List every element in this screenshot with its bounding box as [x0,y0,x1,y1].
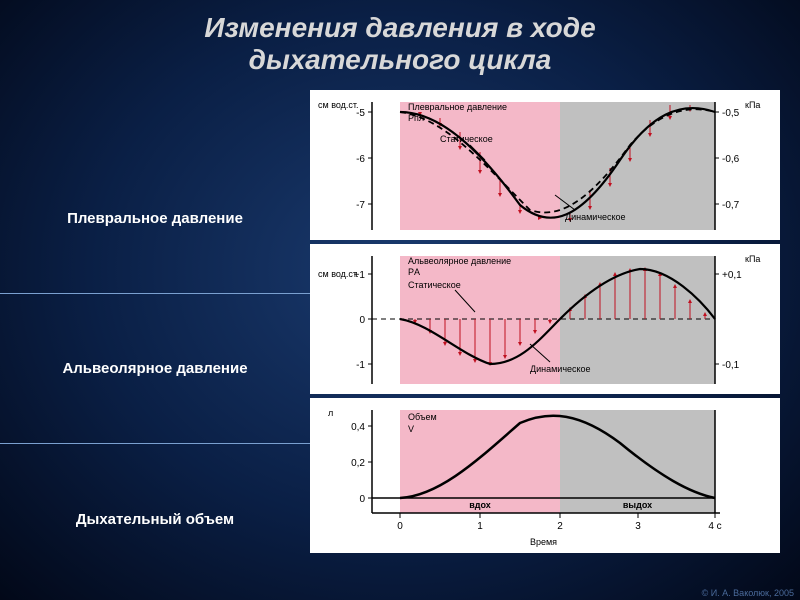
svg-text:-0,6: -0,6 [722,154,740,165]
svg-text:Статическое: Статическое [440,134,493,144]
svg-text:0,4: 0,4 [351,422,365,433]
svg-text:выдох: выдох [623,500,652,510]
svg-text:см вод.ст.: см вод.ст. [318,269,359,279]
chart-volume: 0,4 0,2 0 л 0 1 2 3 4 c Время Объем Vвдох выдох [310,398,780,553]
label-volume: Дыхательный объем [0,444,310,594]
chart-pleural: -5-6-7-0,5-0,6-0,7см вод.ст.кПаПлевральн… [310,90,780,240]
svg-text:0: 0 [397,521,403,532]
svg-text:см вод.ст.: см вод.ст. [318,100,359,110]
svg-text:2: 2 [557,521,563,532]
label-alveolar: Альвеолярное давление [0,294,310,444]
svg-text:-1: -1 [356,360,365,371]
svg-text:Время: Время [530,537,557,547]
title-line1: Изменения давления в ходе [204,12,595,43]
svg-text:3: 3 [635,521,641,532]
svg-text:Статическое: Статическое [408,280,461,290]
svg-text:1: 1 [477,521,483,532]
svg-text:-6: -6 [356,154,365,165]
svg-text:0,2: 0,2 [351,458,365,469]
svg-text:-0,1: -0,1 [722,360,740,371]
svg-text:-0,5: -0,5 [722,108,740,119]
row-labels: Плевральное давление Альвеолярное давлен… [0,84,310,594]
svg-text:PА: PА [408,267,420,277]
svg-text:0: 0 [359,315,365,326]
svg-text:V: V [408,424,414,434]
label-pleural: Плевральное давление [0,144,310,294]
svg-text:Объем: Объем [408,412,437,422]
title-line2: дыхательного цикла [249,44,552,75]
svg-text:кПа: кПа [745,254,760,264]
svg-text:Динамическое: Динамическое [530,364,591,374]
svg-text:0: 0 [359,494,365,505]
svg-text:кПа: кПа [745,100,760,110]
credit: © И. А. Ваколюк, 2005 [702,588,794,598]
chart-alveolar: +10-1+0,1-0,1см вод.ст.кПаАльвеолярное д… [310,244,780,394]
svg-text:+0,1: +0,1 [722,270,742,281]
svg-text:-7: -7 [356,200,365,211]
svg-text:Плевральное давление: Плевральное давление [408,102,507,112]
svg-text:Динамическое: Динамическое [565,212,626,222]
svg-text:л: л [328,408,333,418]
svg-text:Альвеолярное давление: Альвеолярное давление [408,256,511,266]
svg-text:вдох: вдох [469,500,491,510]
svg-text:Pпл: Pпл [408,113,424,123]
svg-text:-0,7: -0,7 [722,200,740,211]
svg-text:4 c: 4 c [708,521,721,532]
